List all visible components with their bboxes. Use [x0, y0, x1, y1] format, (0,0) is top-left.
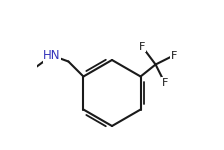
Text: F: F — [139, 42, 145, 51]
Text: F: F — [161, 78, 168, 87]
Text: HN: HN — [43, 49, 61, 62]
Text: F: F — [170, 51, 177, 60]
